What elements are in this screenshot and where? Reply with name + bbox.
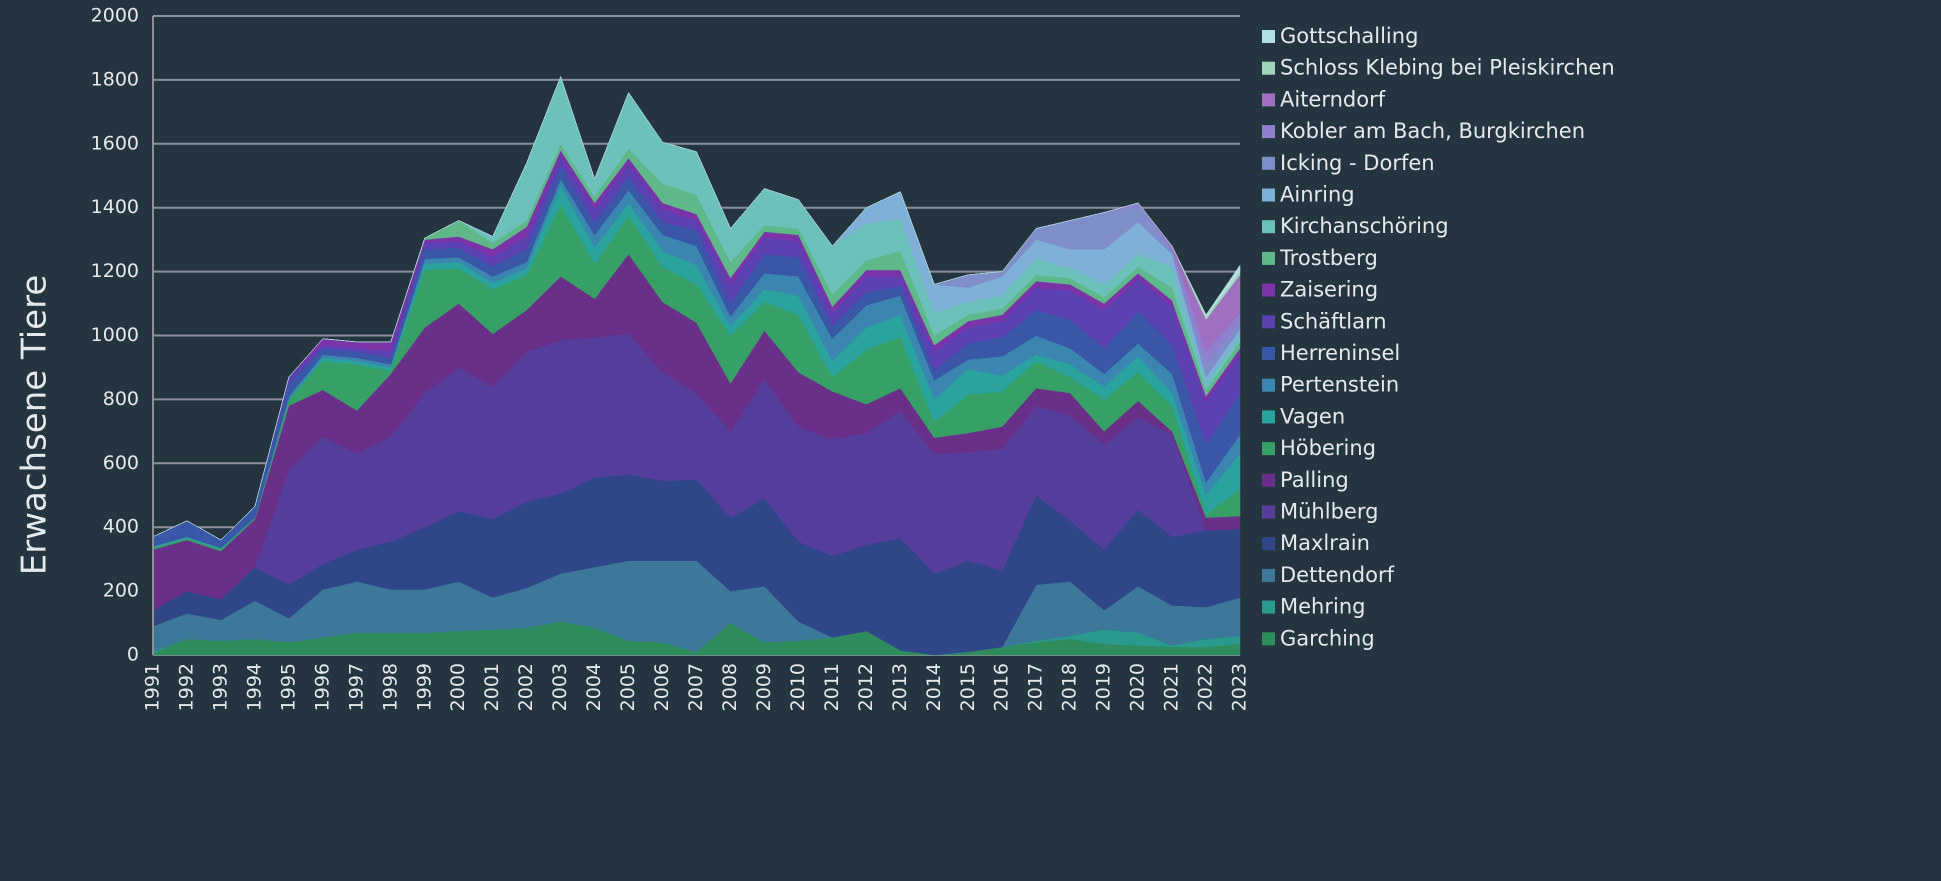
legend-label: Schloss Klebing bei Pleiskirchen [1280,56,1615,80]
legend-swatch [1262,600,1275,614]
x-tick-label: 2011 [821,663,843,711]
legend-label: Kobler am Bach, Burgkirchen [1280,119,1585,143]
x-tick-label: 2017 [1025,663,1047,711]
legend-label: Ainring [1280,183,1355,207]
legend-label: Maxlrain [1280,531,1370,555]
y-tick-label: 1600 [91,132,139,154]
y-tick-label: 1800 [91,68,139,90]
legend-label: Aiterndorf [1280,87,1386,111]
legend-label: Herreninsel [1280,341,1400,365]
legend-swatch [1262,156,1275,170]
x-tick-label: 2008 [719,663,741,711]
y-tick-label: 1200 [91,260,139,282]
legend-swatch [1262,251,1275,265]
x-tick-label: 2009 [753,663,775,711]
y-tick-label: 0 [127,644,139,666]
legend-swatch [1262,505,1275,519]
legend-label: Trostberg [1279,246,1378,270]
x-tick-label: 1998 [379,663,401,711]
legend-swatch [1262,30,1275,43]
x-tick-label: 1993 [209,663,231,711]
legend-swatch [1262,283,1275,297]
x-tick-label: 2016 [991,663,1013,711]
legend-label: Zaisering [1280,278,1378,302]
x-tick-label: 1992 [175,663,197,711]
y-tick-label: 2000 [91,5,139,27]
x-tick-label: 2021 [1161,663,1183,711]
x-tick-label: 1997 [345,663,367,711]
legend-swatch [1262,442,1275,456]
x-tick-label: 2001 [481,663,503,711]
legend-swatch [1262,61,1275,75]
legend-label: Mühlberg [1280,500,1378,524]
area [152,75,1241,541]
x-tick-label: 2007 [685,663,707,711]
y-tick-label: 200 [103,580,139,602]
x-tick-label: 2014 [923,663,945,711]
x-tick-label: 2000 [447,663,469,711]
legend-label: Palling [1280,468,1349,492]
legend-swatch [1262,568,1275,582]
legend-swatch [1262,537,1275,551]
legend-label: Pertenstein [1280,373,1399,397]
legend-label: Kirchanschöring [1280,214,1449,238]
legend-label: Höbering [1280,436,1376,460]
legend-label: Icking - Dorfen [1280,151,1435,175]
x-tick-label: 1995 [277,663,299,711]
x-tick-label: 2002 [515,663,537,711]
x-tick-label: 2012 [855,663,877,711]
legend-swatch [1262,378,1275,392]
legend-label: Garching [1280,626,1375,650]
legend-label: Mehring [1280,595,1365,619]
x-tick-label: 1994 [243,663,265,711]
x-tick-label: 2004 [583,663,605,711]
legend-swatch [1262,93,1275,107]
x-tick-label: 2006 [651,663,673,711]
legend-label: Vagen [1280,404,1345,428]
x-tick-label: 2003 [549,663,571,711]
x-tick-label: 2018 [1059,663,1081,711]
x-tick-label: 2019 [1093,663,1115,711]
y-axis-label: Erwachsene Tiere [15,275,55,576]
x-tick-label: 1999 [413,663,435,711]
x-tick-label: 2020 [1127,663,1149,711]
x-tick-label: 2015 [957,663,979,711]
legend-swatch [1262,315,1275,329]
legend-swatch [1262,347,1275,360]
legend-swatch [1262,220,1275,234]
legend-swatch [1262,410,1275,424]
legend-swatch [1262,632,1275,646]
y-tick-label: 600 [103,452,139,474]
x-tick-label: 2010 [787,663,809,711]
legend-swatch [1262,125,1275,139]
x-tick-label: 2013 [889,663,911,711]
x-tick-label: 2023 [1229,663,1251,711]
legend-swatch [1262,188,1275,202]
legend-swatch [1262,473,1275,487]
legend-label: Gottschalling [1280,24,1418,48]
x-tick-label: 1991 [142,663,164,711]
y-tick-label: 1000 [91,324,139,346]
x-tick-label: 2005 [617,663,639,711]
y-tick-label: 800 [103,388,139,410]
legend-label: Schäftlarn [1280,309,1387,333]
x-tick-label: 2022 [1195,663,1217,711]
y-tick-label: 400 [103,516,139,538]
x-tick-label: 1996 [311,663,333,711]
y-tick-label: 1400 [91,196,139,218]
legend-label: Dettendorf [1280,563,1395,587]
